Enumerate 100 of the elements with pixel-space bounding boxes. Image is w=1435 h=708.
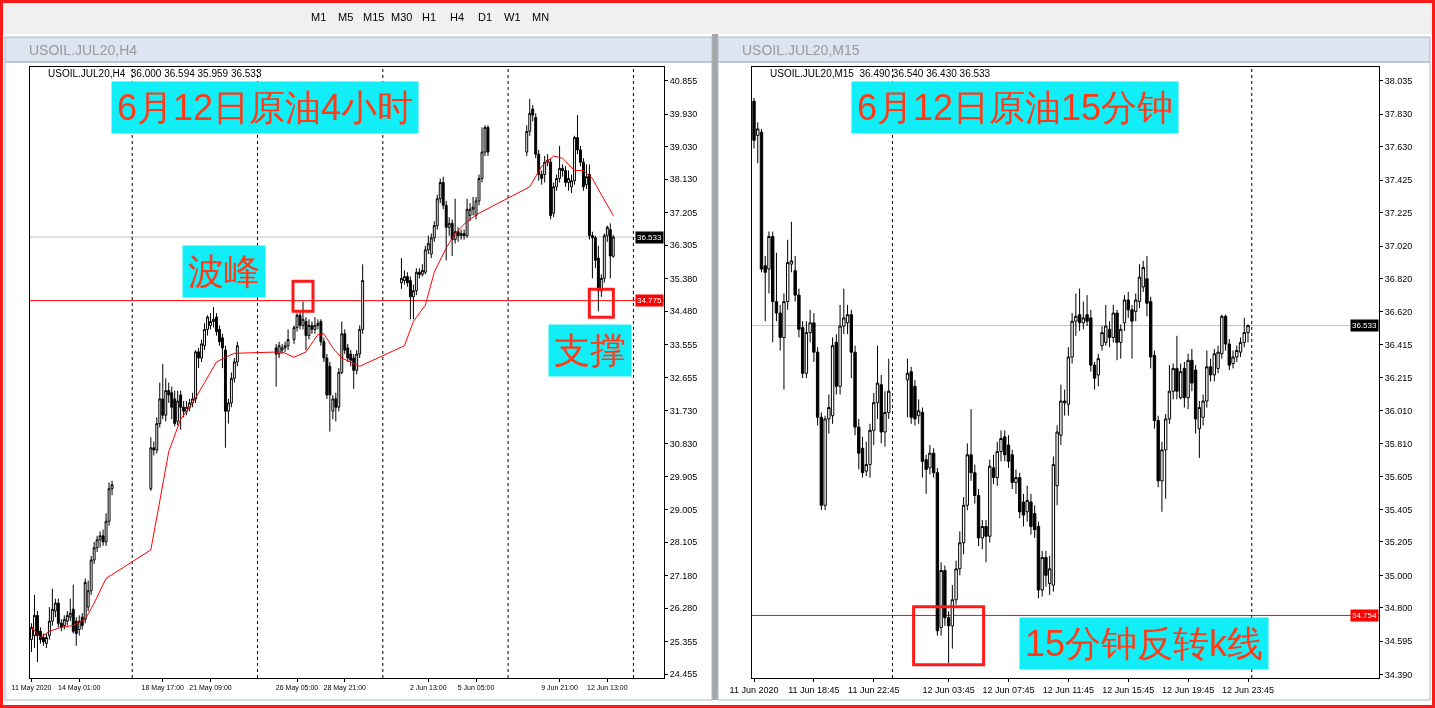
y-tick-label: 37.425 <box>1384 175 1413 186</box>
y-tick-label: 30.830 <box>669 438 698 449</box>
x-tick-label: 12 Jun 03:45 <box>922 684 975 695</box>
text: 6月12日原油15分钟 <box>857 87 1174 128</box>
candlestick <box>564 165 567 188</box>
chart-subtitle: USOIL.JUL20,M15 <box>742 42 860 58</box>
candlestick <box>98 530 102 549</box>
annotation: 支撑 <box>554 330 626 371</box>
candlestick <box>149 436 153 492</box>
y-tick-label: 40.855 <box>669 75 698 86</box>
y-tick-label: 35.405 <box>1384 504 1413 515</box>
candlestick <box>280 343 284 355</box>
text: W1 <box>504 11 521 23</box>
candlestick <box>1115 309 1119 361</box>
y-tick-label: 39.030 <box>669 141 698 152</box>
y-tick-label: 34.800 <box>1384 603 1413 614</box>
candlestick <box>549 157 553 220</box>
x-tick-label: 12 Jun 07:45 <box>982 684 1035 695</box>
candlestick <box>56 598 60 628</box>
chart-subtitle: USOIL.JUL20,H4 <box>29 42 138 58</box>
candlestick <box>286 328 290 351</box>
y-tick-label: 34.595 <box>1384 636 1413 647</box>
candlestick <box>1077 288 1082 332</box>
y-tick-label: 34.390 <box>1384 669 1413 680</box>
y-tick-label: 36.215 <box>1384 372 1413 383</box>
y-tick-label: 38.035 <box>1384 76 1413 86</box>
ref-line-label: 34.754 <box>1352 611 1378 620</box>
candlestick <box>608 222 612 279</box>
candlestick <box>1096 353 1101 387</box>
candlestick <box>176 390 180 426</box>
text: M15 <box>363 11 385 23</box>
y-tick-label: 37.630 <box>1384 141 1413 152</box>
annotation: USOIL.JUL20,H4 36.000 36.594 35.959 36.533 <box>48 68 262 79</box>
y-tick-label: 37.830 <box>1384 109 1413 120</box>
y-tick-label: 35.380 <box>669 273 698 284</box>
candlestick <box>1186 353 1190 410</box>
x-tick-label: 12 Jun 11:45 <box>1042 684 1095 695</box>
y-tick-label: 29.905 <box>669 472 698 483</box>
candlestick <box>194 349 198 404</box>
ref-line-label: 36.533 <box>637 233 663 242</box>
y-tick-label: 36.010 <box>1384 405 1413 416</box>
candlestick <box>543 155 547 183</box>
y-tick-label: 33.555 <box>669 339 698 350</box>
x-tick-label: 11 Jun 22:45 <box>848 684 900 695</box>
y-tick-label: 35.605 <box>1384 471 1413 482</box>
candlestick <box>771 231 775 343</box>
candlestick <box>274 343 278 388</box>
candlestick <box>1212 348 1217 382</box>
candlestick <box>486 124 490 157</box>
candlestick <box>352 353 356 390</box>
candlestick <box>465 198 469 239</box>
candlestick <box>567 170 570 192</box>
y-tick-label: 36.620 <box>1384 306 1413 317</box>
text: M5 <box>338 11 354 23</box>
y-tick-label: 38.130 <box>669 174 698 185</box>
y-tick-label: 35.000 <box>1384 570 1413 581</box>
text: H4 <box>450 11 465 23</box>
candlestick <box>62 614 66 630</box>
x-tick-label: 11 Jun 2020 <box>729 684 779 695</box>
candlestick <box>408 276 412 320</box>
y-tick-label: 36.415 <box>1384 339 1413 350</box>
y-tick-label: 36.305 <box>669 240 698 251</box>
candlestick <box>399 257 403 290</box>
y-tick-label: 34.480 <box>669 306 698 317</box>
y-tick-label: 29.005 <box>669 504 698 515</box>
x-tick-label: 11 Jun 18:45 <box>788 684 840 695</box>
annotation: 15分钟反转k线 <box>1025 623 1264 664</box>
y-tick-label: 31.730 <box>669 406 698 417</box>
y-tick-label: 25.355 <box>669 636 698 647</box>
y-tick-label: 26.280 <box>669 603 698 614</box>
y-tick-label: 37.205 <box>669 207 698 218</box>
y-tick-label: 32.655 <box>669 372 698 383</box>
text: M30 <box>391 11 413 23</box>
y-tick-label: 39.930 <box>669 109 698 120</box>
text: D1 <box>478 11 493 23</box>
y-tick-label: 37.225 <box>1384 207 1413 218</box>
candlestick <box>459 229 463 241</box>
candlestick <box>179 390 183 431</box>
annotation: USOIL.JUL20,M15 36.490 36.540 36.430 36.533 <box>770 68 991 79</box>
y-tick-label: 27.180 <box>669 570 698 581</box>
candlestick <box>173 390 177 427</box>
y-tick-label: 37.020 <box>1384 241 1413 252</box>
y-tick-label: 35.205 <box>1384 537 1413 548</box>
x-tick-label: 12 Jun 15:45 <box>1102 684 1155 695</box>
x-tick-label: 12 Jun 19:45 <box>1162 684 1215 695</box>
y-tick-label: 24.455 <box>669 669 698 680</box>
candlestick <box>1104 304 1108 347</box>
candlestick <box>1175 335 1179 400</box>
ref-line-label: 34.775 <box>637 296 663 305</box>
y-tick-label: 28.105 <box>669 537 698 548</box>
text: MN <box>532 11 550 23</box>
y-tick-label: 35.810 <box>1384 438 1413 449</box>
ref-line-label: 36.533 <box>1352 321 1378 330</box>
text: 6月12日原油4小时 <box>117 87 414 128</box>
text: H1 <box>422 11 437 23</box>
y-tick-label: 36.820 <box>1384 273 1413 284</box>
text: M1 <box>311 11 327 23</box>
annotation: 波峰 <box>188 251 260 292</box>
x-tick-label: 12 Jun 23:45 <box>1221 684 1275 695</box>
candlestick <box>313 316 317 335</box>
